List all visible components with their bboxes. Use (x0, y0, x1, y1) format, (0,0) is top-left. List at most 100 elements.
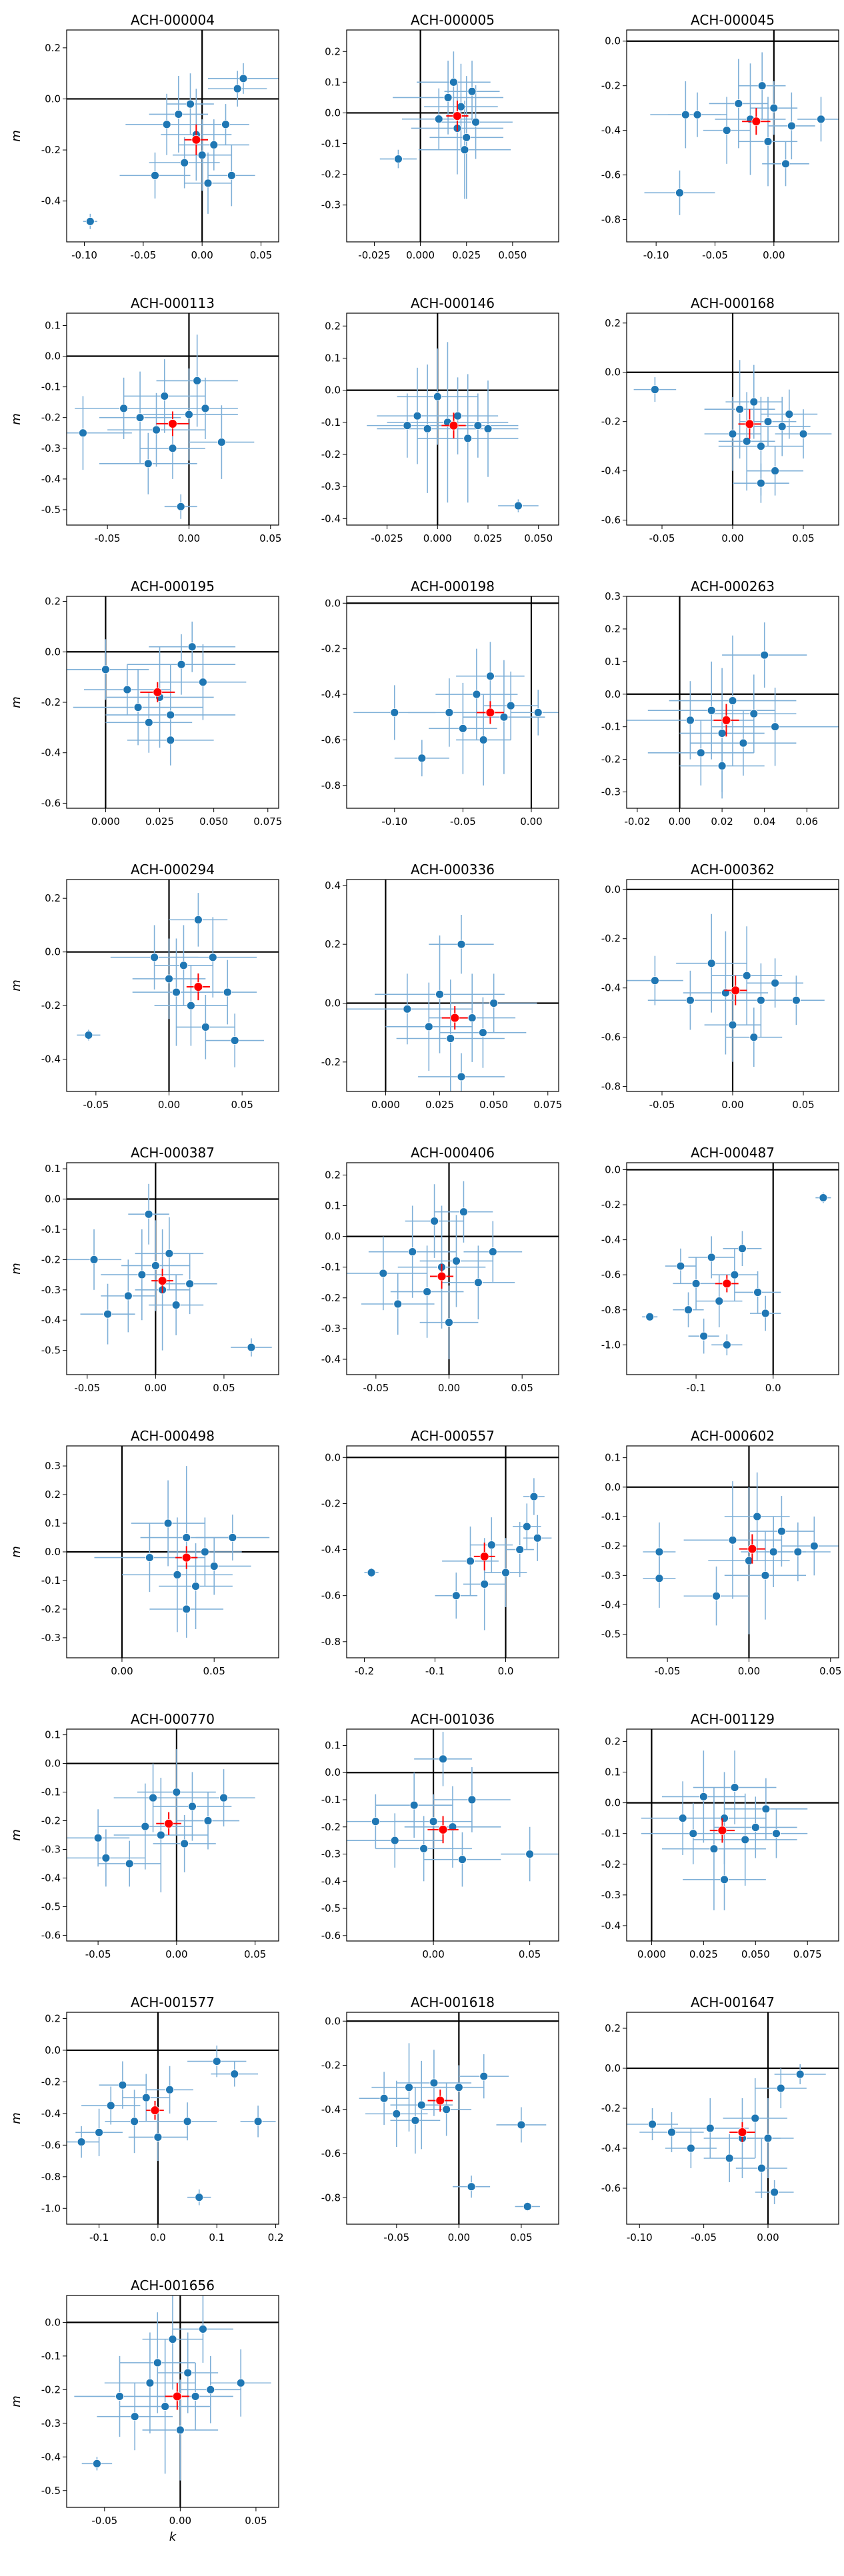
data-point (501, 1568, 510, 1577)
data-point (150, 953, 159, 962)
mean-marker (151, 1269, 174, 1293)
y-tick-label: 0.0 (605, 1164, 621, 1176)
y-tick-label: -0.2 (601, 1858, 621, 1870)
data-point (144, 1209, 153, 1219)
x-tick-label: 0.00 (191, 249, 213, 261)
data-point (172, 987, 181, 997)
y-tick-label: -0.2 (601, 754, 621, 766)
y-tick-label: -0.8 (321, 2192, 341, 2204)
data-point (691, 1279, 701, 1288)
mean-marker (156, 1812, 181, 1835)
data-point (166, 736, 175, 745)
data-point (753, 1288, 762, 1297)
data-point (149, 1793, 157, 1802)
x-tick-label: 0.0 (765, 1382, 781, 1394)
data-point (84, 1031, 93, 1039)
data-point (185, 410, 193, 419)
x-tick-label: 0.050 (741, 1948, 770, 1960)
y-tick-label: -0.1 (41, 381, 61, 393)
y-tick-label: 0.1 (325, 76, 341, 88)
data-point (777, 1527, 786, 1536)
data-point (751, 2114, 760, 2123)
y-axis-label: m (9, 2112, 23, 2124)
data-point (452, 1257, 461, 1265)
subplot: ACH-000263 -0.02 0.00 0.02 0.04 0.06 0.3 0.2 0.1… (601, 578, 839, 828)
data-point (191, 1582, 200, 1591)
data-point (472, 690, 481, 699)
data-point (684, 1305, 693, 1315)
data-point (533, 1533, 542, 1543)
subplot: ACH-001656 -0.05 0.00 0.05 0.0 -0.1 -0.2 -0.3 -0… (9, 2277, 279, 2544)
subplot-title: ACH-001656 (131, 2277, 215, 2293)
subplot: ACH-000146 -0.025 0.000 0.025 0.050 0.2 0.1 0.0… (321, 295, 559, 544)
x-tick-label: 0.05 (519, 1948, 541, 1960)
mean-marker (724, 975, 747, 1005)
x-tick-label: -0.05 (649, 1099, 675, 1111)
data-layer (347, 313, 559, 525)
subplot: ACH-000005 -0.025 0.000 0.025 0.050 0.2 0.1 0.0… (321, 12, 559, 261)
plot-frame (626, 29, 839, 243)
data-point (153, 2358, 162, 2367)
y-tick-label: 0.1 (45, 1163, 61, 1175)
x-tick-label: 0.05 (203, 1665, 225, 1677)
y-tick-label: -0.3 (321, 1323, 341, 1335)
data-point (219, 1793, 228, 1802)
data-point (409, 1800, 419, 1810)
data-point (651, 976, 659, 985)
y-tick-label: 0.0 (325, 997, 341, 1009)
x-tick-label: 0.06 (796, 816, 818, 828)
data-point (77, 2138, 86, 2146)
y-tick-label: -0.2 (41, 412, 61, 424)
data-point (751, 1823, 760, 1832)
y-tick-label: -0.8 (321, 780, 341, 792)
y-tick-label: -0.2 (321, 448, 341, 460)
data-point (514, 501, 523, 510)
y-tick-label: -0.8 (601, 1304, 621, 1316)
y-tick-label: -0.2 (41, 1253, 61, 1265)
y-tick-label: -0.3 (321, 199, 341, 211)
y-tick-label: -0.2 (321, 169, 341, 181)
data-layer (627, 2012, 839, 2224)
data-point (533, 708, 543, 717)
data-point (720, 1875, 729, 1884)
data-point (221, 120, 230, 129)
data-point (392, 2109, 401, 2118)
data-point (738, 1244, 747, 1253)
plot-frame (66, 1162, 279, 1375)
data-point (208, 953, 217, 962)
x-tick-label: -0.05 (83, 1099, 109, 1111)
data-point (681, 110, 690, 119)
subplot-title: ACH-000294 (131, 862, 215, 878)
x-tick-label: -0.05 (95, 532, 121, 544)
data-layer (627, 30, 839, 242)
data-layer (347, 880, 559, 1091)
y-tick-label: -0.2 (601, 933, 621, 945)
data-point (419, 1844, 429, 1853)
y-tick-label: -0.4 (41, 1314, 61, 1326)
y-tick-label: 0.1 (605, 1452, 621, 1464)
data-point (770, 2188, 779, 2197)
x-tick-label: 0.00 (422, 1948, 444, 1960)
plot-frame (626, 1162, 839, 1375)
y-tick-label: -0.8 (601, 214, 621, 226)
data-layer (347, 2012, 559, 2224)
data-point (118, 2080, 127, 2090)
data-point (787, 121, 796, 131)
y-tick-label: -0.5 (321, 1902, 341, 1914)
mean-marker (140, 682, 175, 702)
y-tick-label: -0.3 (601, 786, 621, 798)
data-point (728, 429, 737, 438)
data-layer (347, 596, 559, 808)
data-point (403, 421, 412, 430)
data-point (199, 2325, 207, 2333)
x-tick-label: -0.10 (71, 249, 97, 261)
data-layer (67, 2295, 279, 2507)
data-layer (627, 596, 839, 808)
data-layer (627, 880, 839, 1091)
x-tick-label: 0.025 (145, 816, 174, 828)
x-tick-label: 0.075 (793, 1948, 822, 1960)
y-tick-label: 0.2 (45, 1489, 61, 1501)
data-point (119, 404, 129, 413)
data-point (720, 1814, 729, 1823)
